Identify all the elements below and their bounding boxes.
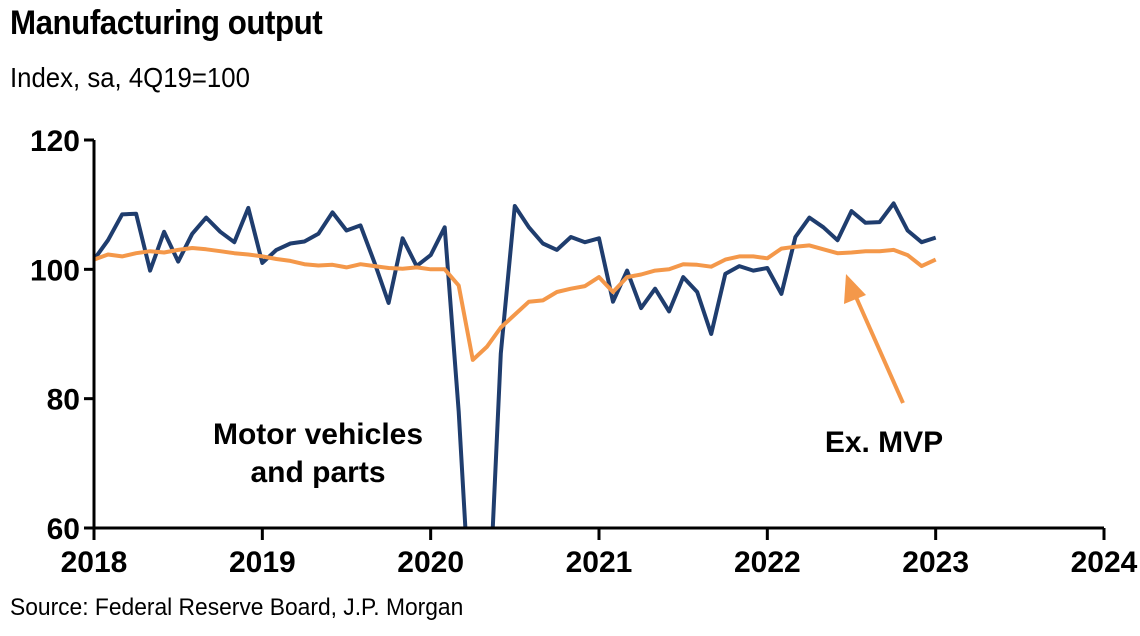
x-tick-label: 2023 (902, 546, 969, 579)
x-tick-label: 2021 (566, 546, 633, 579)
series-line-motor-vehicles (94, 201, 937, 528)
series-line-ex-mvp (94, 243, 937, 362)
x-tick-label: 2019 (229, 546, 296, 579)
series-layer (94, 201, 937, 528)
axes-layer (84, 138, 1106, 540)
chart-subtitle: Index, sa, 4Q19=100 (10, 62, 250, 93)
annotation-arrow-head (844, 274, 866, 304)
x-tick-label: 2022 (734, 546, 801, 579)
labels-layer: 60 80 100 120 2018 2019 2020 2021 2022 2023 2024 Mo… (30, 125, 1138, 579)
annotation-arrow-shaft (854, 296, 905, 404)
y-tick-label: 100 (30, 254, 80, 287)
y-tick-label: 80 (47, 384, 80, 417)
annotation-ex-mvp: Ex. MVP (825, 426, 943, 459)
y-tick-label: 60 (47, 513, 80, 546)
x-tick-label: 2020 (397, 546, 464, 579)
y-tick-label: 120 (30, 125, 80, 158)
chart-title: Manufacturing output (10, 4, 323, 42)
annotation-motor-vehicles: and parts (250, 456, 385, 489)
source-note: Source: Federal Reserve Board, J.P. Morg… (10, 594, 464, 621)
annotation-motor-vehicles: Motor vehicles (213, 418, 423, 451)
x-tick-label: 2018 (61, 546, 128, 579)
x-tick-label: 2024 (1071, 546, 1138, 579)
